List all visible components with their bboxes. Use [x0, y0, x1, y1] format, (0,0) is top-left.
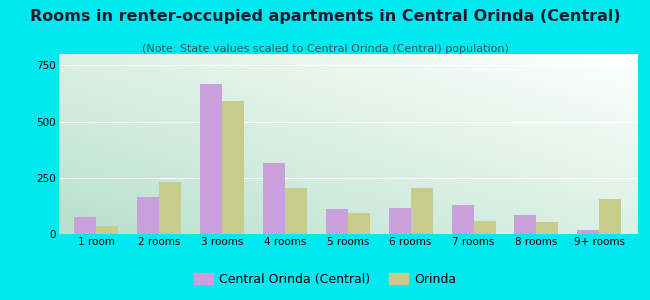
Legend: Central Orinda (Central), Orinda: Central Orinda (Central), Orinda	[189, 268, 461, 291]
Bar	[222, 101, 244, 234]
Bar	[452, 205, 473, 234]
Bar	[389, 208, 411, 234]
Text: Rooms in renter-occupied apartments in Central Orinda (Central): Rooms in renter-occupied apartments in C…	[30, 9, 620, 24]
Text: (Note: State values scaled to Central Orinda (Central) population): (Note: State values scaled to Central Or…	[142, 44, 508, 53]
Bar	[348, 213, 370, 234]
Bar	[96, 226, 118, 234]
Bar	[285, 188, 307, 234]
Bar	[599, 199, 621, 234]
Bar	[514, 215, 536, 234]
Bar	[411, 188, 433, 234]
Bar	[536, 222, 558, 234]
Bar	[326, 209, 348, 234]
Bar	[473, 220, 495, 234]
Bar	[577, 230, 599, 234]
Bar	[74, 217, 96, 234]
Bar	[200, 84, 222, 234]
Bar	[137, 197, 159, 234]
Bar	[159, 182, 181, 234]
Bar	[263, 163, 285, 234]
